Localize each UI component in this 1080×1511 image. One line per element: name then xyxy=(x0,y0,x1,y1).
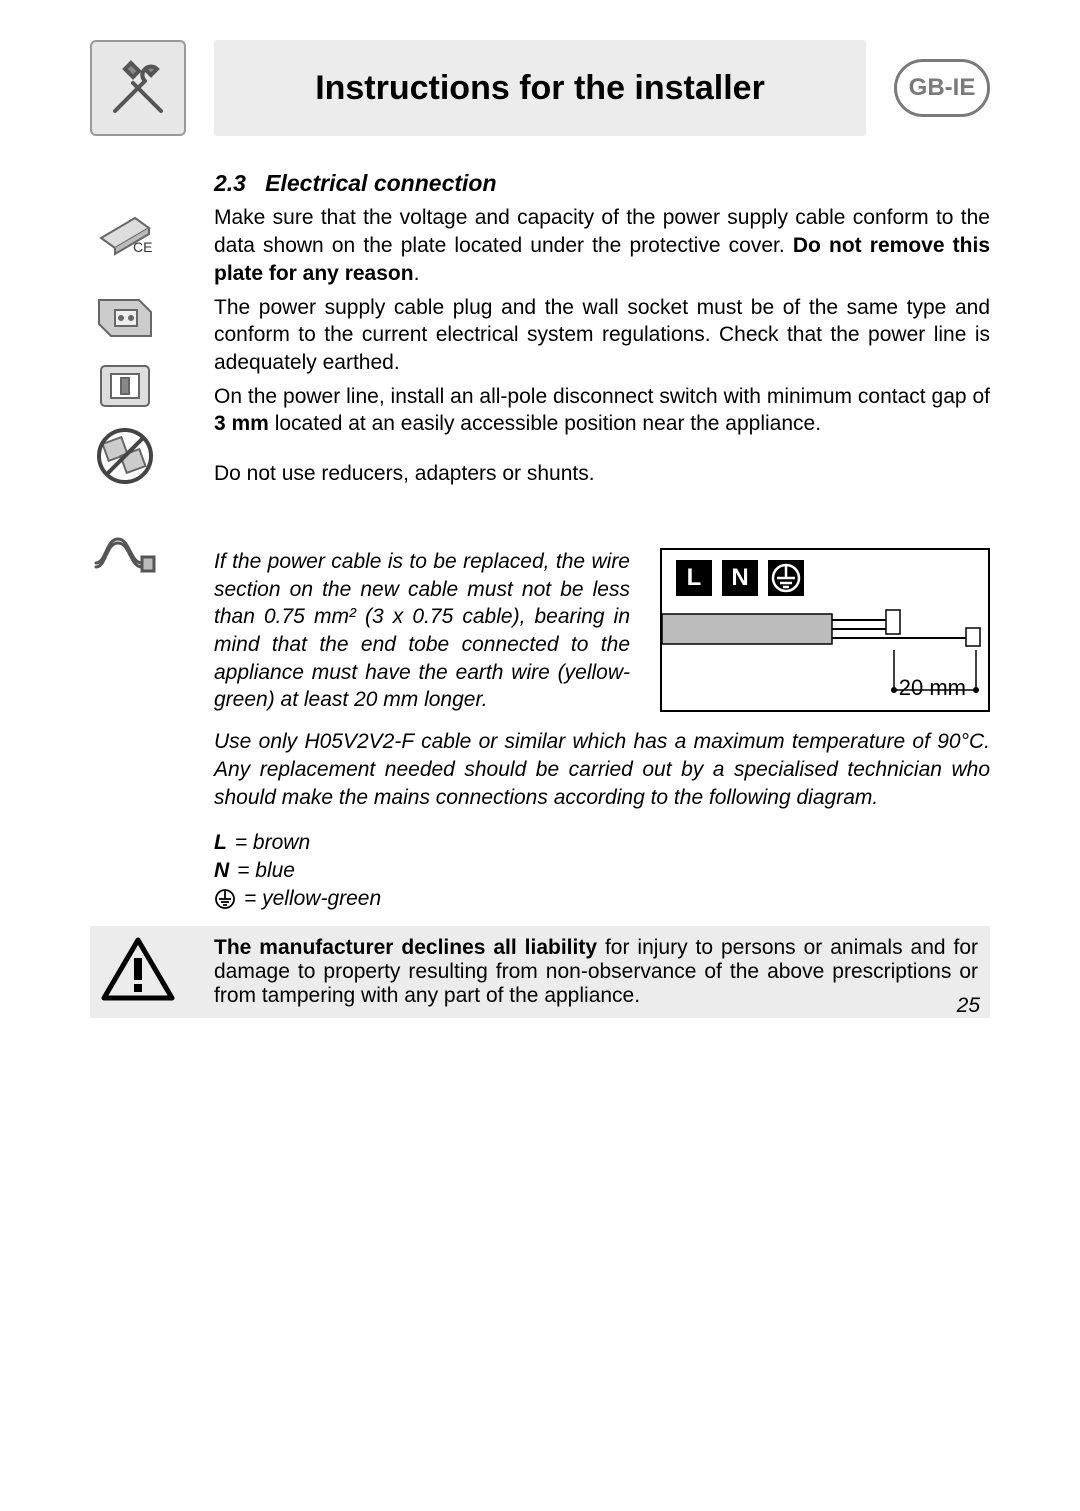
legend-earth: = yellow-green xyxy=(214,885,990,913)
earth-icon xyxy=(768,560,804,596)
cable-section: If the power cable is to be replaced, th… xyxy=(214,548,990,714)
title-bar: Instructions for the installer xyxy=(214,40,866,136)
para-no-adapters: Do not use reducers, adapters or shunts. xyxy=(214,460,990,488)
para-plug-socket: The power supply cable plug and the wall… xyxy=(214,294,990,377)
cable-figure-body: 20 mm xyxy=(662,600,988,710)
warning-icon xyxy=(90,936,186,1004)
legend-live: L = brown xyxy=(214,829,990,857)
section-heading: 2.3 Electrical connection xyxy=(214,168,990,198)
legend-text: = yellow-green xyxy=(244,885,381,913)
terminal-neutral: N xyxy=(722,560,758,596)
page-header: Instructions for the installer GB-IE xyxy=(90,40,990,136)
text: On the power line, install an all-pole d… xyxy=(214,385,990,408)
dimension-label: 20 mm xyxy=(899,673,966,702)
svg-text:CE: CE xyxy=(133,239,152,255)
legend-symbol: L xyxy=(214,829,227,857)
section-title: Electrical connection xyxy=(265,170,496,196)
plug-socket-icon xyxy=(90,286,160,350)
page-number: 25 xyxy=(957,994,980,1018)
text-bold: The manufacturer declines all liability xyxy=(214,936,597,959)
legend-text: = brown xyxy=(235,829,310,857)
text: located at an easily accessible position… xyxy=(269,412,821,435)
terminal-row: L N xyxy=(662,550,988,600)
para-rating-plate: Make sure that the voltage and capacity … xyxy=(214,204,990,287)
text-bold: 3 mm xyxy=(214,412,269,435)
installer-tools-icon xyxy=(90,40,186,136)
disconnect-switch-icon xyxy=(90,354,160,418)
page-title: Instructions for the installer xyxy=(315,69,765,108)
text: . xyxy=(414,262,420,285)
legend-neutral: N = blue xyxy=(214,857,990,885)
wiring-diagram: L N xyxy=(660,548,990,712)
para-cable-replace: If the power cable is to be replaced, th… xyxy=(214,548,630,714)
warning-box: The manufacturer declines all liability … xyxy=(90,926,990,1018)
language-code: GB-IE xyxy=(909,74,976,102)
legend-symbol: N xyxy=(214,857,229,885)
terminal-live: L xyxy=(676,560,712,596)
para-disconnect: On the power line, install an all-pole d… xyxy=(214,383,990,438)
language-badge: GB-IE xyxy=(894,59,990,117)
para-cable-spec: Use only H05V2V2-F cable or similar whic… xyxy=(214,728,990,811)
text-column: 2.3 Electrical connection Make sure that… xyxy=(214,168,990,926)
icon-column: CE xyxy=(90,168,186,926)
manual-page: Instructions for the installer GB-IE CE xyxy=(0,0,1080,1058)
legend-text: = blue xyxy=(237,857,295,885)
section-number: 2.3 xyxy=(214,170,246,196)
no-adapter-icon xyxy=(90,424,160,488)
warning-text: The manufacturer declines all liability … xyxy=(214,936,978,1008)
content: CE 2.3 Electrical connection Make sure t… xyxy=(90,168,990,926)
tools-icon xyxy=(103,53,173,123)
wire-legend: L = brown N = blue = yellow-green xyxy=(214,829,990,912)
rating-plate-icon: CE xyxy=(90,200,160,264)
earth-icon xyxy=(214,888,236,910)
cable-replace-icon xyxy=(90,518,160,582)
